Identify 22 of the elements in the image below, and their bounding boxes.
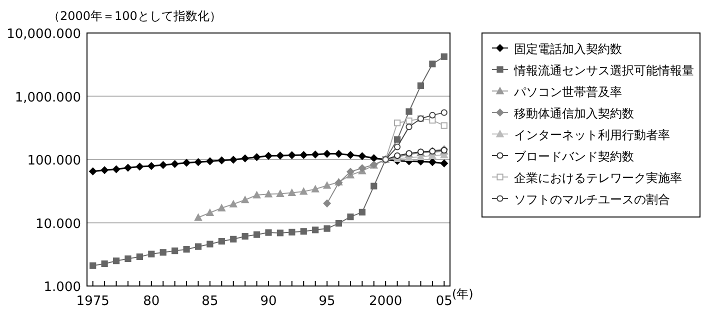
legend-label: 企業におけるテレワーク実施率	[514, 171, 682, 185]
y-tick-label: 100.000	[27, 154, 81, 168]
x-axis-title: (年)	[452, 287, 474, 301]
legend-label: ソフトのマルチユースの割合	[514, 192, 670, 206]
legend-label: ブロードバンド契約数	[514, 150, 634, 164]
y-tick-label: 1,000.000	[14, 90, 81, 106]
y-tick-label: 10.000	[36, 216, 81, 232]
x-tick-label: 80	[143, 294, 160, 309]
legend-label: インターネット利用行動者率	[514, 128, 670, 142]
x-tick-label: 05	[436, 294, 452, 309]
x-tick-label: 85	[202, 294, 218, 309]
x-tick-label: 90	[260, 294, 277, 309]
x-tick-label: 95	[318, 294, 336, 309]
legend-label: パソコン世帯普及率	[513, 85, 622, 99]
y-tick-label: 10,000.000	[6, 27, 81, 42]
y-tick-label: 1.000	[44, 280, 81, 295]
x-tick-label: 1975	[76, 294, 110, 309]
x-tick-label: 2000	[369, 294, 402, 309]
legend-label: 移動体通信加入契約数	[514, 106, 634, 120]
legend-label: 固定電話加入契約数	[514, 42, 622, 56]
y-axis-title: （2000年＝100として指数化）	[48, 9, 222, 23]
legend-label: 情報流通センサス選択可能情報量	[513, 64, 694, 78]
